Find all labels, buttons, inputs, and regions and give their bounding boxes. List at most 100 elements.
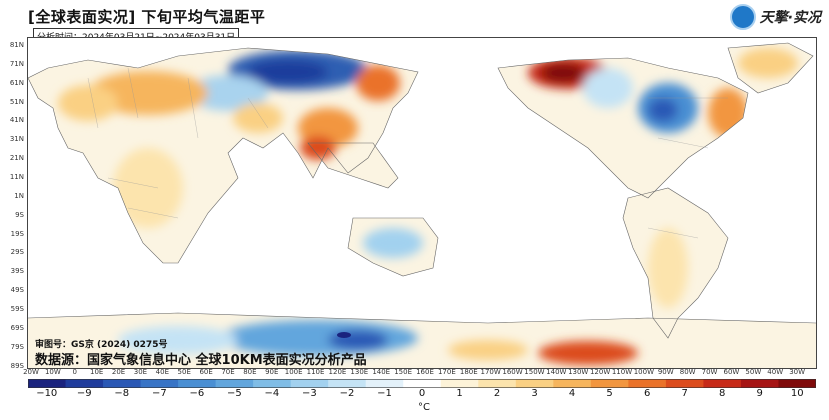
logo-icon — [729, 4, 756, 30]
longitude-label: 70W — [701, 368, 718, 376]
colorbar-segment — [328, 379, 367, 388]
colorbar-segment — [65, 379, 104, 388]
colorbar-segment — [103, 379, 142, 388]
coastlines — [28, 42, 816, 339]
longitude-label: 170E — [437, 368, 456, 376]
longitude-label: 150E — [394, 368, 413, 376]
colorbar-segment — [28, 379, 67, 388]
longitude-label: 110W — [611, 368, 633, 376]
longitude-label: 100E — [284, 368, 303, 376]
colorbar-tick-label: 7 — [681, 388, 688, 399]
colorbar-segment — [140, 379, 179, 388]
colorbar-tick-label: −3 — [302, 388, 317, 399]
logo-text: 天擎·实况 — [759, 10, 821, 26]
colorbar-segment — [215, 379, 254, 388]
colorbar-tick-label: 4 — [568, 388, 576, 399]
longitude-label: 140E — [372, 368, 391, 376]
latitude-label: 69S — [10, 323, 24, 332]
longitude-label: 60E — [199, 368, 213, 376]
colorbar-tick-label: −9 — [76, 388, 92, 399]
colorbar-segment — [515, 379, 554, 388]
colorbar-tick-label: 0 — [418, 388, 426, 399]
latitude-label: 9S — [15, 210, 24, 219]
longitude-label: 180E — [459, 368, 478, 376]
longitude-label: 40W — [767, 368, 784, 376]
colorbar — [28, 379, 816, 388]
latitude-label: 41N — [9, 116, 24, 125]
latitude-label: 81N — [9, 41, 24, 49]
review-number: 审图号：GS京 (2024) 0275号 — [35, 340, 168, 350]
latitude-label: 29S — [10, 248, 24, 257]
latitude-label: 21N — [9, 154, 24, 163]
colorbar-tick-label: −8 — [114, 388, 130, 399]
colorbar-segment — [740, 379, 779, 388]
colorbar-segment — [628, 379, 667, 388]
longitude-label: 90E — [265, 368, 279, 376]
colorbar-tick-label: −5 — [227, 388, 242, 399]
longitude-label: 80E — [243, 368, 257, 376]
latitude-label: 11N — [9, 173, 24, 181]
colorbar-segment — [440, 379, 479, 388]
longitude-label: 160E — [416, 368, 434, 376]
data-source: 数据源：国家气象信息中心 全球10KM表面实况分析产品 — [35, 353, 367, 368]
colorbar-tick-label: 8 — [719, 388, 726, 399]
colorbar-tick-label: −10 — [36, 388, 58, 399]
longitude-label: 30W — [789, 368, 806, 376]
longitude-label: 130E — [350, 368, 369, 376]
longitude-label: 20W — [23, 368, 39, 376]
latitude-label: 89S — [10, 361, 24, 370]
longitude-label: 100W — [633, 368, 655, 376]
latitude-label: 19S — [10, 229, 24, 238]
colorbar-tick-label: −1 — [377, 388, 392, 399]
longitude-label: 20E — [111, 368, 126, 376]
colorbar-tick-label: 1 — [456, 388, 463, 399]
colorbar-tick-label: 10 — [790, 388, 804, 399]
colorbar-segment — [478, 379, 517, 388]
latitude-label: 51N — [9, 97, 24, 106]
colorbar-tick-label: −4 — [264, 388, 280, 399]
colorbar-tick-label: 9 — [756, 388, 763, 399]
colorbar-tick-label: 3 — [531, 388, 538, 399]
longitude-label: 120E — [328, 368, 347, 376]
colorbar-segment — [665, 379, 704, 388]
anomaly-map — [27, 37, 817, 369]
longitude-label: 150W — [524, 368, 545, 376]
latitude-label: 71N — [9, 59, 24, 68]
longitude-label: 50W — [745, 368, 762, 376]
longitude-label: 40E — [155, 368, 169, 376]
colorbar-segment — [703, 379, 742, 388]
longitude-label: 70E — [221, 368, 235, 376]
latitude-label: 49S — [10, 286, 24, 295]
unit-label: °C — [418, 402, 430, 413]
longitude-label: 30E — [133, 368, 148, 376]
colorbar-tick-label: −6 — [189, 388, 205, 399]
longitude-label: 170W — [480, 368, 501, 376]
longitude-label: 130W — [568, 368, 589, 376]
colorbar-segment — [253, 379, 292, 388]
colorbar-segment — [778, 379, 816, 388]
colorbar-segment — [553, 379, 592, 388]
colorbar-segment — [590, 379, 629, 388]
longitude-label: 90W — [657, 368, 674, 376]
longitude-label: 10W — [44, 368, 61, 376]
colorbar-segment — [290, 379, 329, 388]
latitude-label: 1N — [14, 191, 24, 200]
longitude-label: 140W — [546, 368, 567, 376]
longitude-label: 80W — [679, 368, 696, 376]
anomaly-field — [28, 43, 816, 368]
latitude-axis: 81N 71N 61N 51N 41N 31N 21N 11N 1N 9S 19S 29S 39S 49S… — [0, 37, 26, 370]
latitude-label: 31N — [9, 135, 24, 144]
colorbar-tick-label: 5 — [606, 388, 613, 399]
colorbar-segment — [403, 379, 442, 388]
colorbar-border — [28, 379, 816, 388]
world-map-svg — [28, 42, 816, 368]
colorbar-tick-label: 2 — [493, 388, 501, 399]
latitude-label: 59S — [10, 305, 24, 313]
latitude-label: 79S — [10, 342, 24, 351]
latitude-label: 61N — [9, 78, 24, 87]
colorbar-segment — [178, 379, 217, 388]
longitude-label: 160W — [502, 368, 523, 376]
colorbar-tick-label: 6 — [643, 388, 651, 399]
colorbar-tick-label: −2 — [339, 388, 355, 399]
country-borders — [87, 67, 728, 239]
